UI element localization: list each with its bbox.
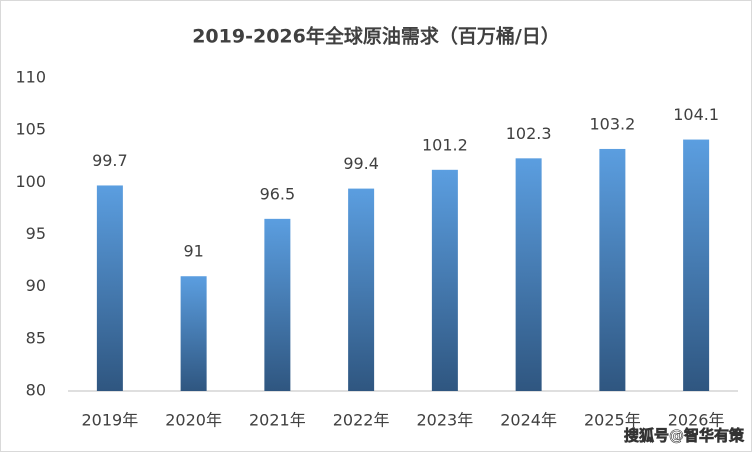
x-tick-label: 2023年 — [417, 411, 474, 430]
data-label: 91 — [183, 242, 203, 261]
x-tick-label: 2026年 — [668, 411, 725, 430]
bar — [515, 158, 542, 391]
x-tick-label: 2025年 — [584, 411, 641, 430]
data-label: 101.2 — [422, 135, 468, 154]
chart-title: 2019-2026年全球原油需求（百万桶/日） — [192, 25, 560, 48]
data-label: 102.3 — [506, 124, 552, 143]
y-tick-label: 110 — [15, 68, 46, 87]
x-tick-label: 2019年 — [82, 411, 139, 430]
y-tick-label: 100 — [15, 172, 46, 191]
data-label: 103.2 — [589, 114, 635, 133]
bar — [180, 276, 207, 391]
x-tick-label: 2020年 — [165, 411, 222, 430]
data-label: 104.1 — [673, 105, 719, 124]
watermark: 搜狐号@智华有策 — [624, 427, 745, 445]
x-tick-label: 2022年 — [333, 411, 390, 430]
bar — [348, 188, 375, 391]
bar — [264, 218, 291, 391]
y-tick-label: 85 — [26, 328, 46, 347]
x-tick-label: 2021年 — [249, 411, 306, 430]
bar — [431, 169, 458, 391]
data-label: 99.4 — [343, 154, 379, 173]
y-tick-label: 105 — [15, 120, 46, 139]
y-tick-label: 90 — [26, 276, 46, 295]
x-tick-label: 2024年 — [500, 411, 557, 430]
bar — [96, 185, 123, 391]
bar — [683, 139, 710, 391]
data-label: 96.5 — [260, 184, 296, 203]
y-tick-label: 95 — [26, 224, 46, 243]
y-tick-label: 80 — [26, 381, 46, 400]
bar — [599, 148, 626, 391]
data-label: 99.7 — [92, 151, 128, 170]
